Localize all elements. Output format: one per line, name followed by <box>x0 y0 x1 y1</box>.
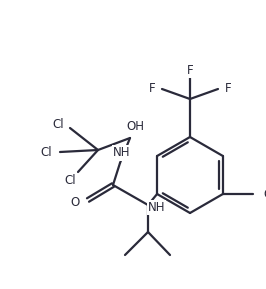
Text: OH: OH <box>126 119 144 132</box>
Text: F: F <box>187 64 193 77</box>
Text: Cl: Cl <box>40 145 52 158</box>
Text: NH: NH <box>113 147 131 160</box>
Text: Cl: Cl <box>64 173 76 186</box>
Text: Cl: Cl <box>52 118 64 131</box>
Text: F: F <box>225 82 232 95</box>
Text: Cl: Cl <box>263 188 266 201</box>
Text: O: O <box>71 195 80 208</box>
Text: F: F <box>148 82 155 95</box>
Text: NH: NH <box>148 201 165 214</box>
